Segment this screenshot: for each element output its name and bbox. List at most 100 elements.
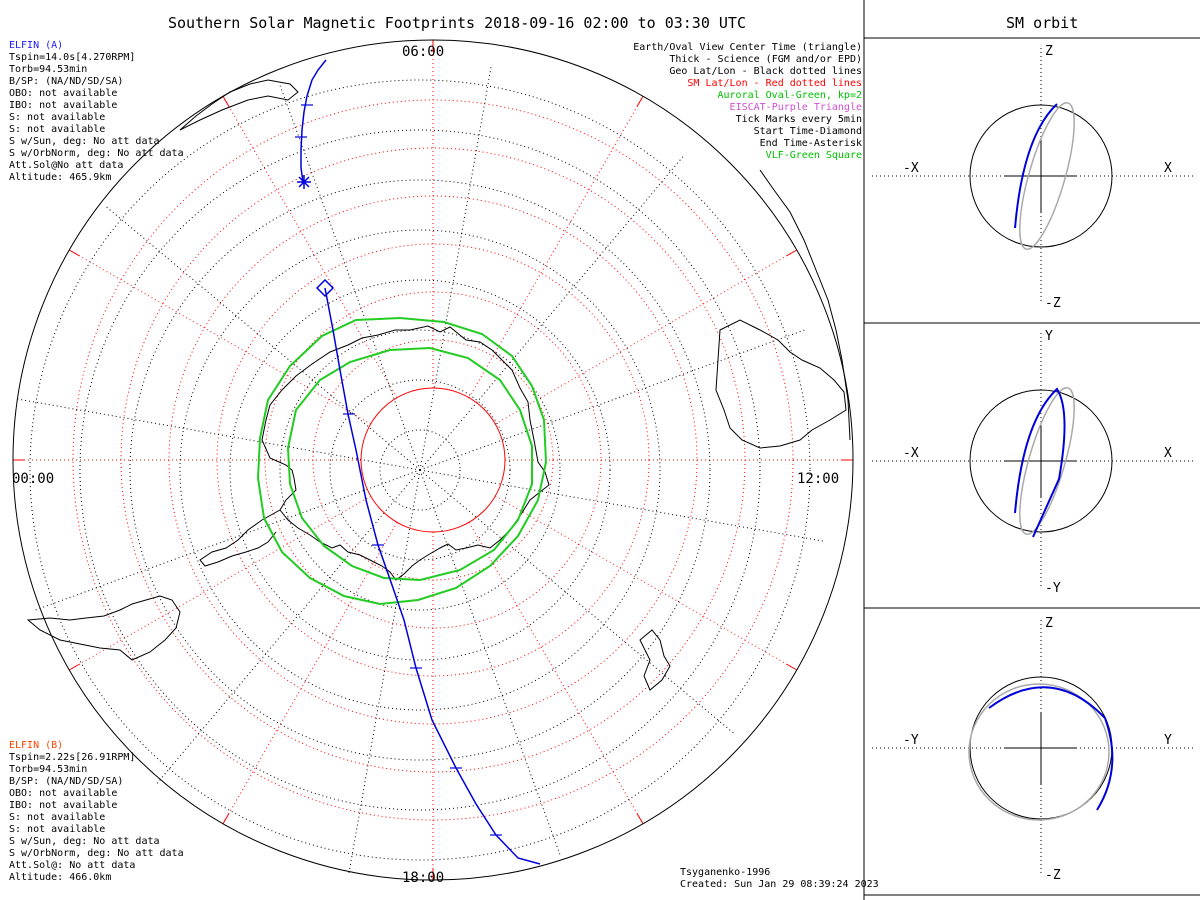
orbit-axis-label: Z	[1045, 616, 1053, 631]
clock-label-right: 12:00	[797, 471, 840, 487]
orbit-path-a	[1014, 103, 1058, 229]
elfin-b-info-line: B/SP: (NA/ND/SD/SA)	[9, 776, 124, 787]
elfin-b-info-line: Torb=94.53min	[9, 764, 88, 775]
orbit-panel	[872, 48, 1196, 304]
orbit-panel-title: SM orbit	[1006, 14, 1079, 32]
geo-longitude-line	[419, 469, 561, 856]
elfin-b-info-line: Att.Sol@: No att data	[9, 860, 136, 871]
legend-entry: End Time-Asterisk	[759, 138, 862, 149]
sm-longitude-line	[69, 495, 371, 671]
elfin-b-name: ELFIN (B)	[9, 740, 64, 751]
elfin-a-info-line: Altitude: 465.9km	[9, 172, 112, 183]
sm-hour-tick	[69, 249, 80, 257]
sm-hour-tick	[636, 96, 644, 107]
geo-longitude-line	[348, 469, 421, 874]
geo-latitude-circle	[379, 429, 461, 511]
start-diamond	[315, 278, 335, 298]
elfin-a-info-line: OBO: not available	[9, 88, 118, 99]
orbit-axis-label: -Y	[903, 733, 919, 748]
end-time-asterisk	[297, 175, 311, 189]
earth-circle	[969, 389, 1113, 533]
geo-latitude-circle	[29, 79, 811, 861]
sm-latitude-circle	[216, 243, 650, 677]
sm-inner-latitude-circle	[360, 387, 506, 533]
orbit-axis-label: Z	[1045, 44, 1053, 59]
sm-hour-tick	[222, 96, 230, 107]
elfin-a-name: ELFIN (A)	[9, 40, 64, 51]
legend-entry: Geo Lat/Lon - Black dotted lines	[669, 66, 862, 77]
clock-label-bottom: 18:00	[402, 870, 445, 886]
geo-longitude-line	[16, 398, 421, 471]
sm-orbit-panels	[872, 48, 1196, 876]
legend-entry: Auroral Oval-Green, kp=2	[717, 90, 863, 101]
map-boundary	[12, 39, 854, 881]
orbit-path-a	[1014, 387, 1066, 538]
elfin-b-info-line: IBO: not available	[9, 800, 118, 811]
new-zealand-coastline	[639, 629, 671, 691]
start-time-diamond	[315, 278, 335, 298]
elfin-a-info-line: S: not available	[9, 112, 106, 123]
sm-longitude-line	[69, 249, 371, 425]
orbit-panel	[872, 333, 1196, 589]
legend: Earth/Oval View Center Time (triangle) Th…	[633, 42, 862, 162]
elfin-b-info: ELFIN (B) Tspin=2.22s[26.91RPM] Torb=94.5…	[9, 740, 184, 884]
sm-hour-tick	[69, 663, 80, 671]
geo-lat-lon-grid	[16, 66, 824, 874]
legend-entry: EISCAT-Purple Triangle	[729, 102, 862, 113]
elfin-a-info-line: S w/Sun, deg: No att data	[9, 136, 160, 147]
legend-entry: SM Lat/Lon - Red dotted lines	[687, 78, 862, 89]
elfin-a-info-line: Att.Sol@No att data	[9, 160, 124, 171]
coastlines	[26, 79, 851, 691]
geo-longitude-line	[419, 469, 824, 542]
orbit-axis-label: -X	[903, 161, 919, 176]
sm-lat-lon-grid	[13, 40, 853, 880]
geo-latitude-circle	[179, 229, 661, 711]
elfin-b-info-line: S w/OrbNorm, deg: No att data	[9, 848, 184, 859]
model-label: Tsyganenko-1996	[680, 867, 771, 878]
orbit-path-b	[968, 683, 1110, 821]
earth-circle	[969, 104, 1113, 248]
africa-coastline	[179, 79, 299, 131]
auroral-oval-outer	[256, 316, 548, 606]
elfin-a-info-line: S: not available	[9, 124, 106, 135]
legend-entry: Tick Marks every 5min	[735, 114, 862, 125]
sm-longitude-line	[495, 495, 797, 671]
auroral-oval-inner	[286, 346, 533, 582]
sm-hour-tick	[222, 813, 230, 824]
clock-label-top: 06:00	[402, 44, 445, 60]
legend-entry: VLF-Green Square	[765, 150, 862, 161]
sm-hour-tick	[636, 813, 644, 824]
sm-hour-tick	[786, 249, 797, 257]
sm-latitude-circle	[120, 147, 746, 773]
elfin-b-info-line: OBO: not available	[9, 788, 118, 799]
australia-coastline	[715, 319, 847, 449]
orbit-axis-label: X	[1164, 161, 1172, 176]
elfin-b-info-line: S: not available	[9, 824, 106, 835]
orbit-axis-label: X	[1164, 446, 1172, 461]
elfin-b-info-line: Tspin=2.22s[26.91RPM]	[9, 752, 136, 763]
elfin-a-info-line: Tspin=14.0s[4.270RPM]	[9, 52, 136, 63]
orbit-path-b	[1019, 102, 1075, 250]
elfin-b-info-line: S: not available	[9, 812, 106, 823]
figure-title: Southern Solar Magnetic Footprints 2018-…	[168, 14, 746, 32]
geo-latitude-circle	[279, 329, 561, 611]
geo-latitude-circle	[129, 179, 711, 761]
sm-longitude-line	[495, 249, 797, 425]
antarctica-coastline	[261, 325, 550, 581]
geo-longitude-line	[419, 469, 735, 734]
sm-longitude-line	[222, 522, 398, 824]
trace-upper-segment	[300, 59, 327, 183]
orbit-path-b	[1019, 387, 1075, 535]
elfin-a-info-line: S w/OrbNorm, deg: No att data	[9, 148, 184, 159]
geo-latitude-circle	[79, 129, 761, 811]
orbit-axis-label: -X	[903, 446, 919, 461]
orbit-axis-label: -Z	[1045, 868, 1061, 883]
orbit-axis-label: -Z	[1045, 296, 1061, 311]
orbit-axis-label: Y	[1045, 329, 1053, 344]
geo-longitude-line	[105, 206, 421, 471]
panel-frame	[863, 0, 1200, 900]
peninsula-coastline	[199, 509, 281, 567]
elfin-a-footprint-trace	[300, 59, 541, 865]
